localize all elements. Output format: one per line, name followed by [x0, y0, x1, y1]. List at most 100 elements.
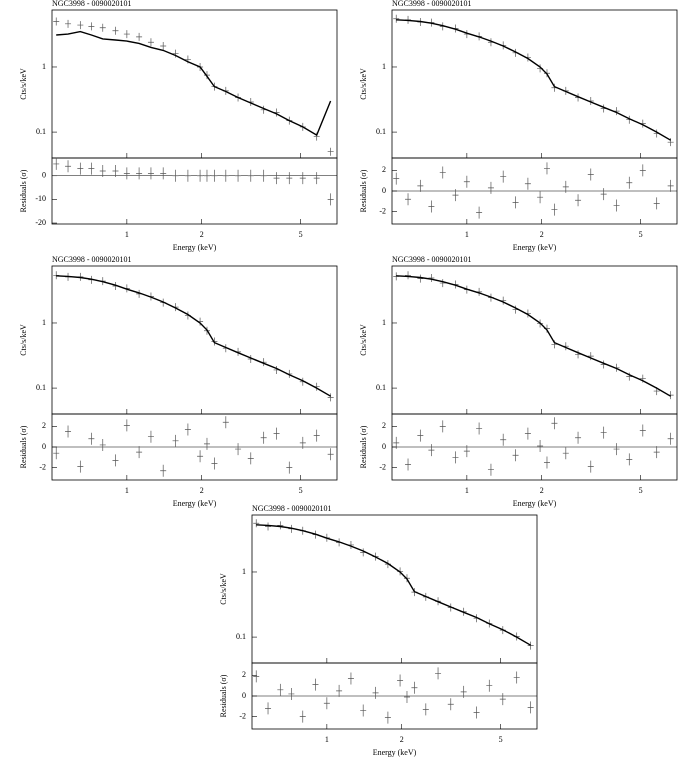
residual-point: [524, 177, 531, 190]
data-point: [53, 17, 60, 26]
data-point: [77, 21, 84, 30]
x-tick-label: 2: [200, 230, 204, 239]
residual-point: [203, 169, 210, 182]
resid-y-tick-label: -2: [379, 462, 386, 471]
panel-title: NGC3998 - 0090020101: [52, 255, 132, 264]
residual-point: [476, 206, 483, 219]
residual-point: [500, 170, 507, 183]
residual-point: [347, 672, 354, 685]
residual-point: [397, 674, 404, 687]
panel-title: NGC3998 - 0090020101: [392, 255, 472, 264]
residual-point: [299, 710, 306, 723]
residual-point: [123, 419, 130, 432]
residual-point: [312, 678, 319, 691]
residual-point: [99, 438, 106, 451]
residual-point: [393, 436, 400, 449]
residual-point: [277, 683, 284, 696]
residual-point: [428, 444, 435, 457]
x-tick-label: 5: [639, 230, 643, 239]
residual-point: [136, 446, 143, 459]
residual-point: [500, 433, 507, 446]
data-point: [172, 49, 179, 58]
residual-point: [600, 188, 607, 201]
residual-point: [273, 172, 280, 185]
residual-point: [575, 194, 582, 207]
residual-point: [65, 425, 72, 438]
residual-point: [587, 460, 594, 473]
residual-point: [487, 463, 494, 476]
residual-point: [77, 162, 84, 175]
residual-point: [551, 203, 558, 216]
resid-y-tick-label: 0: [42, 442, 46, 451]
residual-point: [112, 454, 119, 467]
residual-point: [439, 420, 446, 433]
x-tick-label: 5: [499, 735, 503, 744]
data-point: [439, 279, 446, 288]
residual-point: [203, 437, 210, 450]
x-tick-label: 1: [125, 230, 129, 239]
residual-point: [253, 670, 260, 683]
panel: NGC3998 - 0090020101 1 2 5 Energy (keV) 0.1 1 -…: [219, 504, 538, 757]
x-tick-label: 1: [325, 735, 329, 744]
data-point: [65, 19, 72, 28]
residual-point: [537, 191, 544, 204]
residual-point: [65, 160, 72, 173]
data-point: [277, 521, 284, 530]
residual-point: [160, 167, 167, 180]
residual-point: [299, 172, 306, 185]
residual-point: [265, 702, 272, 715]
residual-point: [600, 426, 607, 439]
y-tick-label: 1: [242, 567, 246, 576]
residual-point: [405, 193, 412, 206]
residual-point: [235, 169, 242, 182]
resid-axis-label: Residuals (σ): [359, 169, 368, 212]
resid-y-tick-label: 0: [42, 171, 46, 180]
x-axis-label: Energy (keV): [173, 499, 217, 508]
data-point: [575, 350, 582, 359]
residual-point: [417, 429, 424, 442]
y-tick-label: 0.1: [36, 127, 46, 136]
residual-point: [384, 711, 391, 724]
residual-point: [499, 693, 506, 706]
resid-axis-label: Residuals (σ): [359, 425, 368, 468]
data-point: [147, 38, 154, 47]
plot-frame: [391, 9, 678, 159]
resid-y-tick-label: -2: [379, 206, 386, 215]
residual-point: [411, 681, 418, 694]
residual-point: [112, 165, 119, 178]
residual-point: [439, 166, 446, 179]
residual-point: [288, 687, 295, 700]
residual-point: [422, 703, 429, 716]
data-point: [327, 393, 334, 402]
residual-point: [172, 434, 179, 447]
model-line: [396, 19, 671, 141]
y-tick-label: 1: [42, 62, 46, 71]
residual-point: [435, 667, 442, 680]
residual-point: [235, 443, 242, 456]
residual-point: [286, 461, 293, 474]
residual-point: [452, 451, 459, 464]
residual-point: [136, 167, 143, 180]
residual-point: [53, 447, 60, 460]
y-tick-label: 0.1: [236, 632, 246, 641]
residual-point: [222, 169, 229, 182]
resid-y-tick-label: 2: [382, 165, 386, 174]
resid-y-tick-label: -2: [39, 462, 46, 471]
y-axis-label: Cts/s/keV: [219, 573, 228, 605]
residual-point: [211, 457, 218, 470]
x-axis-label: Energy (keV): [513, 243, 557, 252]
x-tick-label: 1: [465, 486, 469, 495]
x-tick-label: 2: [200, 486, 204, 495]
residual-point: [403, 691, 410, 704]
x-tick-label: 2: [400, 735, 404, 744]
resid-axis-label: Residuals (σ): [19, 425, 28, 468]
resid-y-tick-label: 0: [242, 691, 246, 700]
resid-y-tick-label: 2: [242, 670, 246, 679]
x-axis-label: Energy (keV): [373, 748, 417, 757]
data-point: [88, 22, 95, 31]
x-tick-label: 5: [299, 230, 303, 239]
residual-point: [393, 172, 400, 185]
y-tick-label: 0.1: [376, 383, 386, 392]
residual-point: [543, 162, 550, 175]
